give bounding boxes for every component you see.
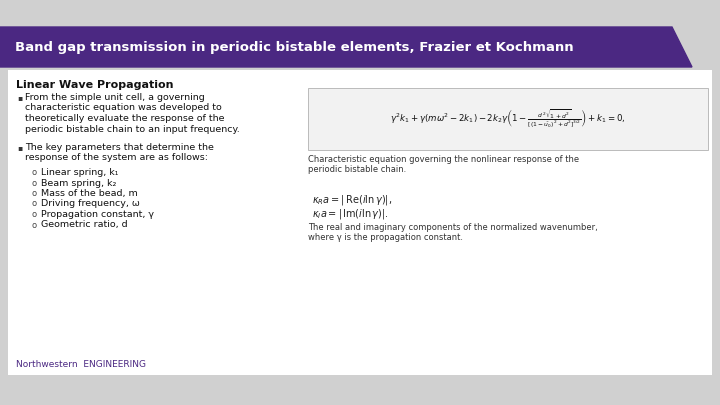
Text: Beam spring, k₂: Beam spring, k₂ [41,179,117,188]
Text: $\kappa_I a = |\,\mathrm{Im}(i\ln\gamma)|.$: $\kappa_I a = |\,\mathrm{Im}(i\ln\gamma)… [312,207,389,221]
Bar [308,88,708,150]
Text: o: o [32,189,37,198]
Text: Linear spring, k₁: Linear spring, k₁ [41,168,119,177]
Text: characteristic equation was developed to: characteristic equation was developed to [25,104,222,113]
Text: o: o [32,168,37,177]
Text: Propagation constant, γ: Propagation constant, γ [41,210,154,219]
Text: Northwestern  ENGINEERING: Northwestern ENGINEERING [16,360,146,369]
Polygon shape [0,27,692,67]
Text: periodic bistable chain.: periodic bistable chain. [308,165,406,174]
Text: Driving frequency, ω: Driving frequency, ω [41,200,140,209]
Text: The key parameters that determine the: The key parameters that determine the [25,143,214,152]
Text: Linear Wave Propagation: Linear Wave Propagation [16,80,174,90]
Text: $\kappa_R a = |\,\mathrm{Re}(i\ln\gamma)|,$: $\kappa_R a = |\,\mathrm{Re}(i\ln\gamma)… [312,193,392,207]
Text: periodic bistable chain to an input frequency.: periodic bistable chain to an input freq… [25,124,240,134]
Text: The real and imaginary components of the normalized wavenumber,: The real and imaginary components of the… [308,223,598,232]
Text: ▪: ▪ [17,143,22,152]
Bar [8,70,712,375]
Text: theoretically evaluate the response of the: theoretically evaluate the response of t… [25,114,225,123]
Text: o: o [32,220,37,230]
Text: o: o [32,179,37,188]
Text: From the simple unit cell, a governing: From the simple unit cell, a governing [25,93,204,102]
Text: response of the system are as follows:: response of the system are as follows: [25,153,208,162]
Text: Band gap transmission in periodic bistable elements, Frazier et Kochmann: Band gap transmission in periodic bistab… [15,40,574,53]
Text: Mass of the bead, m: Mass of the bead, m [41,189,138,198]
Text: ▪: ▪ [17,93,22,102]
Text: where γ is the propagation constant.: where γ is the propagation constant. [308,233,463,242]
Text: o: o [32,210,37,219]
Text: $\gamma^2 k_1 + \gamma(m\omega^2 - 2k_1) - 2k_2\gamma\left(1 - \frac{d^2\sqrt{1+: $\gamma^2 k_1 + \gamma(m\omega^2 - 2k_1)… [390,108,626,130]
Text: Characteristic equation governing the nonlinear response of the: Characteristic equation governing the no… [308,155,579,164]
Text: o: o [32,200,37,209]
Text: Geometric ratio, d: Geometric ratio, d [41,220,127,230]
